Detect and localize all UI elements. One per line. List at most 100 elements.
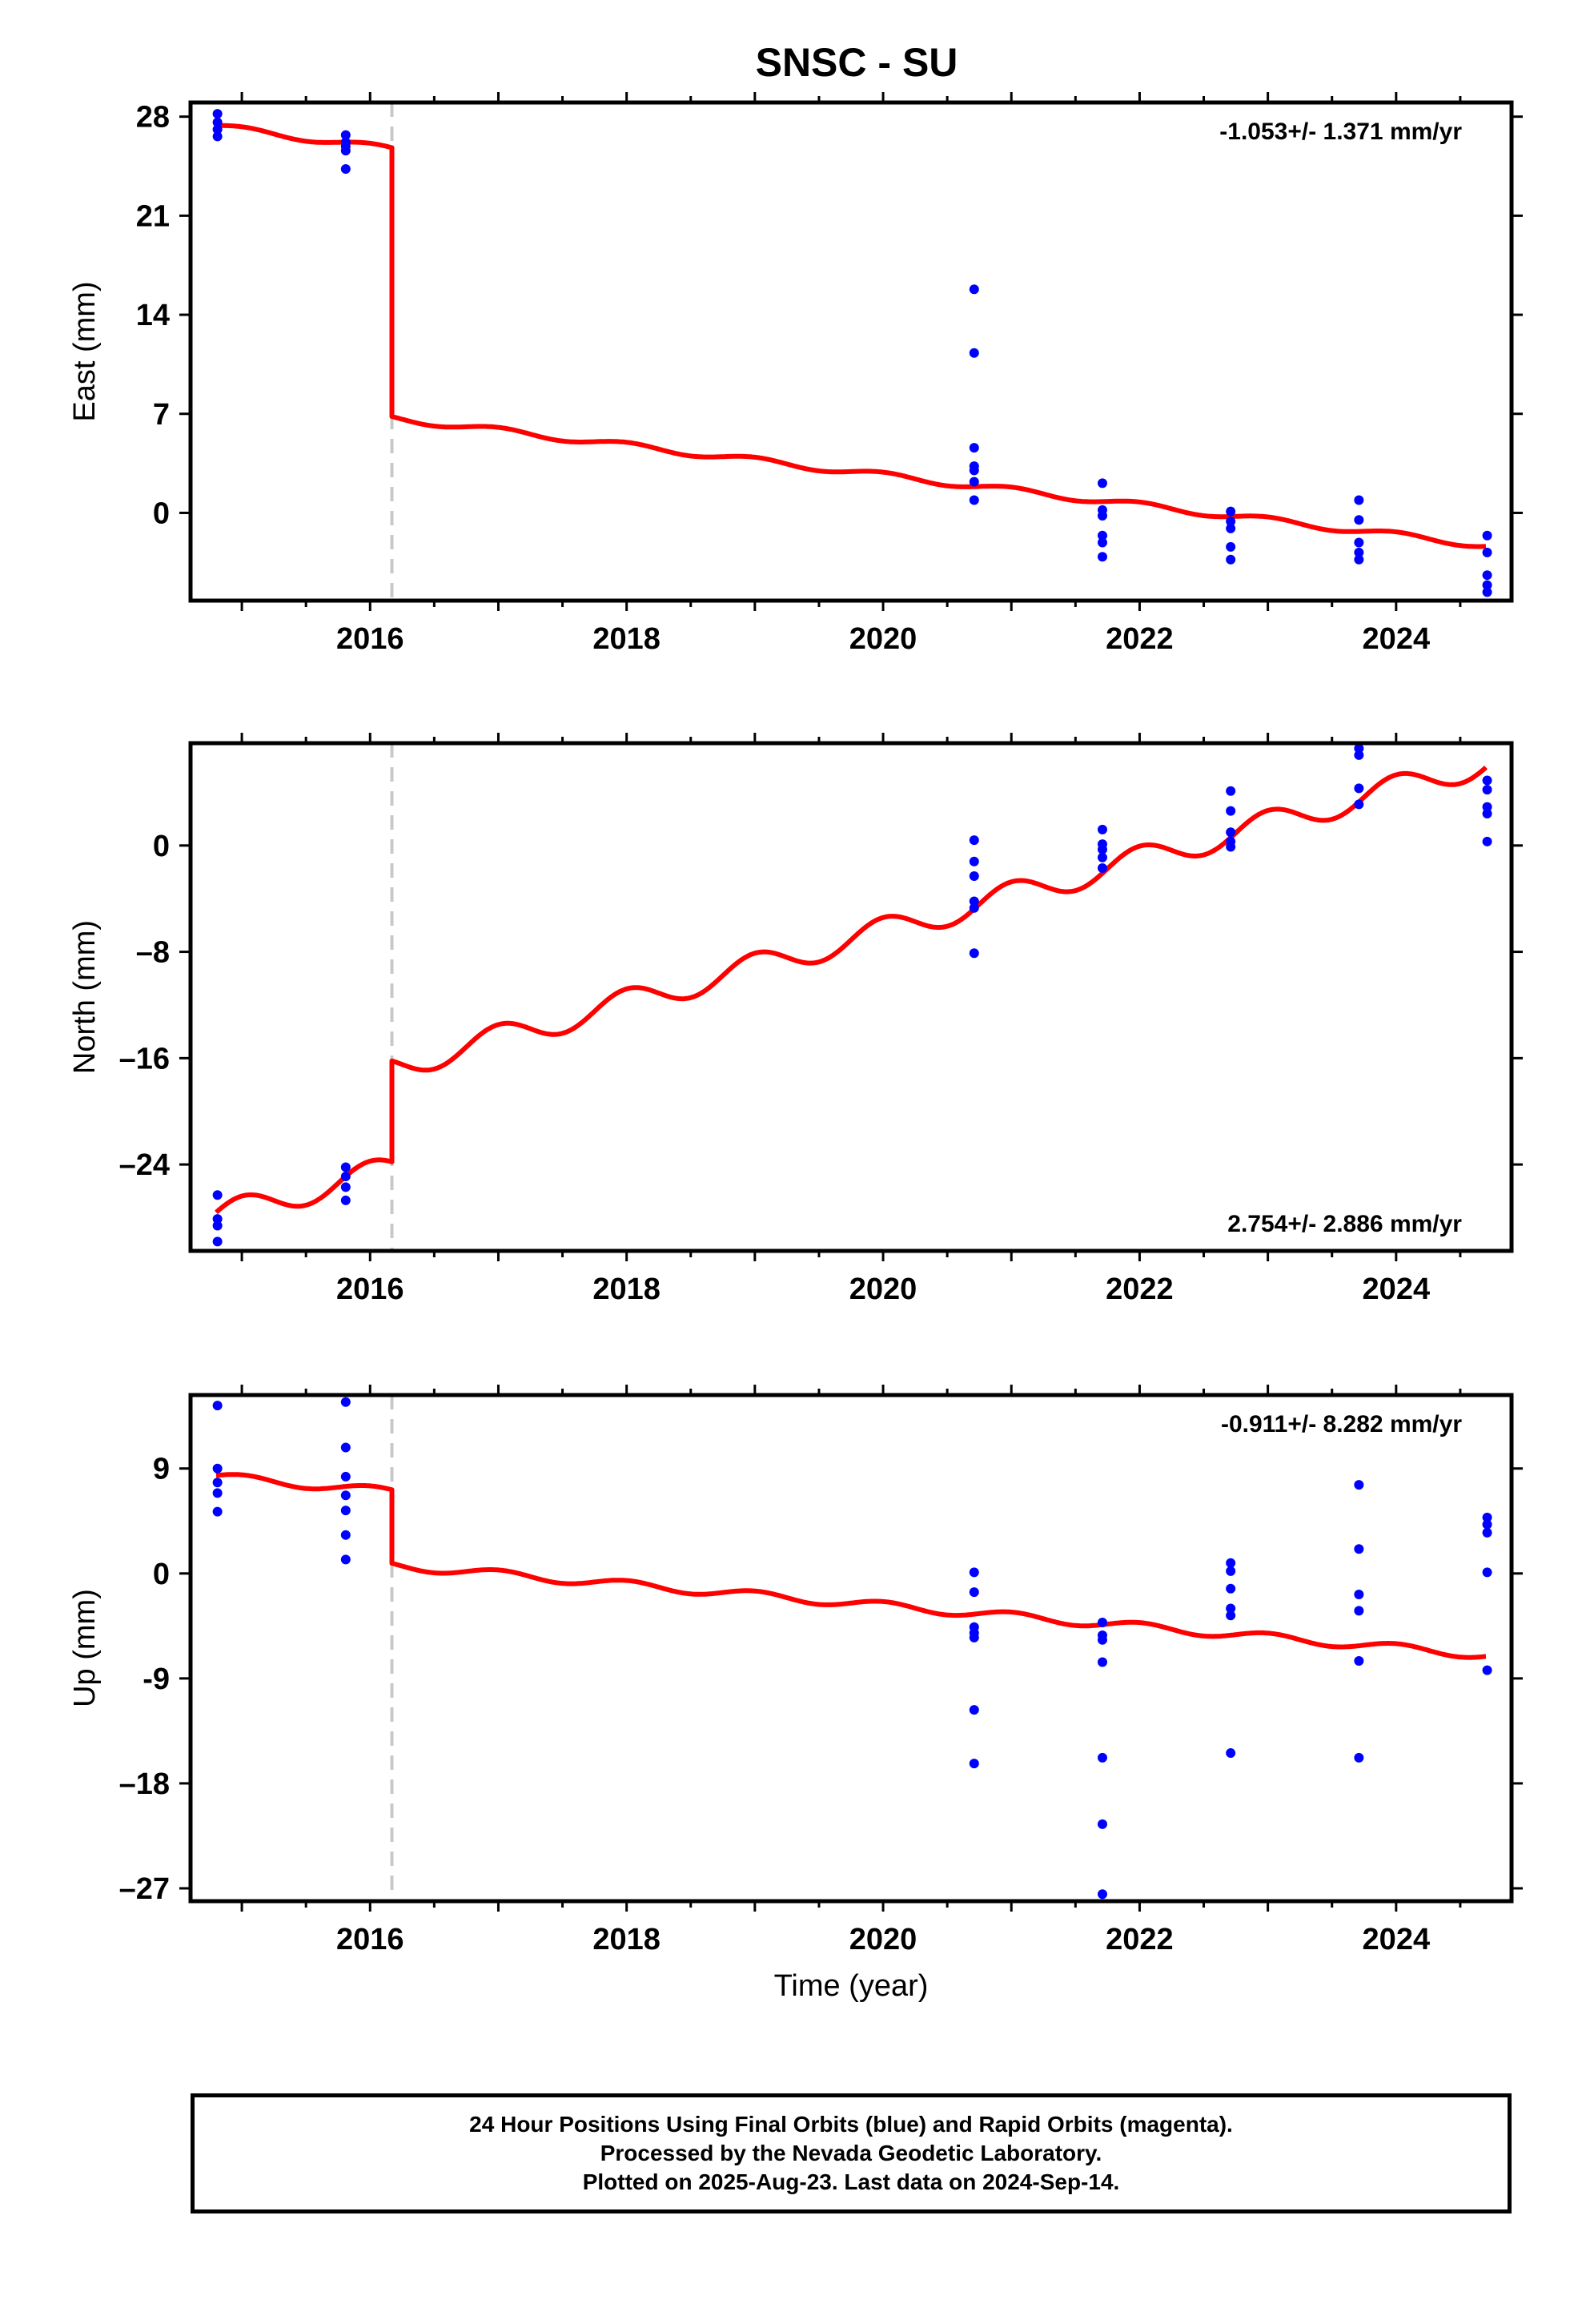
data-point [1354, 1480, 1364, 1490]
data-point [1482, 547, 1492, 557]
data-point [1482, 808, 1492, 818]
caption-line-1: 24 Hour Positions Using Final Orbits (bl… [469, 2112, 1233, 2137]
data-point [1354, 750, 1364, 760]
data-point [1482, 570, 1492, 581]
data-point [1354, 1544, 1364, 1554]
data-point [340, 1530, 351, 1540]
y-tick-label: -9 [143, 1663, 170, 1696]
x-tick-label: 2018 [592, 622, 661, 656]
data-point [1354, 799, 1364, 810]
x-tick-label: 2024 [1363, 622, 1431, 656]
data-point [969, 476, 979, 487]
caption-box: 24 Hour Positions Using Final Orbits (bl… [191, 2093, 1512, 2213]
model-curve [215, 1472, 1488, 1660]
data-point [969, 896, 979, 907]
data-point [969, 1705, 979, 1715]
panels-group: 2016 2018 2020 2022 2024 0 7 14 21 28 East (mm) -1.… [68, 92, 1523, 1956]
data-point [1482, 1527, 1492, 1538]
panel-frame [188, 1393, 1514, 1904]
y-axis-label: North (mm) [68, 920, 102, 1074]
panel-up: 2016 2018 2020 2022 2024 –27 –18 -9 0 9 Up (mm) -0.… [68, 1385, 1523, 1956]
data-point [969, 348, 979, 358]
data-point [340, 164, 351, 175]
x-tick-label: 2024 [1363, 1273, 1431, 1306]
chart-title: SNSC - SU [756, 40, 958, 85]
data-point [1354, 495, 1364, 505]
data-point [969, 465, 979, 476]
data-point [340, 1442, 351, 1453]
data-point [969, 903, 979, 913]
data-point [1226, 1558, 1236, 1568]
data-point [212, 131, 223, 142]
y-tick-label: –16 [119, 1042, 170, 1076]
data-point [340, 141, 351, 151]
x-tick-label: 2022 [1106, 622, 1174, 656]
data-point [340, 1554, 351, 1565]
data-point [212, 1220, 223, 1231]
data-point [1482, 1519, 1492, 1530]
y-tick-label: –24 [119, 1148, 170, 1182]
x-tick-label: 2020 [849, 1923, 917, 1956]
data-point [1226, 541, 1236, 552]
x-tick-label: 2016 [336, 1273, 404, 1306]
caption-line-2: Processed by the Nevada Geodetic Laborat… [600, 2141, 1102, 2165]
data-point [1097, 1819, 1107, 1829]
data-point [340, 1162, 351, 1172]
data-point [1226, 1566, 1236, 1576]
data-point [1097, 852, 1107, 862]
data-point [1354, 554, 1364, 565]
data-point [969, 443, 979, 453]
data-point [1482, 1665, 1492, 1675]
data-point [1482, 836, 1492, 846]
data-point [1354, 537, 1364, 548]
data-point [1097, 1634, 1107, 1645]
panel-frame [188, 100, 1514, 603]
x-tick-label: 2016 [336, 622, 404, 656]
data-point [1226, 1583, 1236, 1594]
data-point [1482, 1512, 1492, 1522]
data-point [969, 835, 979, 846]
data-point [1354, 515, 1364, 525]
x-tick-label: 2020 [849, 622, 917, 656]
rate-label: 2.754+/- 2.886 mm/yr [1227, 1211, 1462, 1237]
panel-north: 2016 2018 2020 2022 2024 –24 –16 –8 0 North (mm) 2… [68, 733, 1523, 1306]
y-tick-label: 0 [153, 830, 170, 863]
y-tick-label: 0 [153, 497, 170, 530]
data-point [1226, 554, 1236, 565]
x-tick-label: 2020 [849, 1273, 917, 1306]
data-point [1097, 552, 1107, 562]
data-point [1354, 1606, 1364, 1616]
data-point [1226, 806, 1236, 816]
data-point [1097, 478, 1107, 489]
data-point [212, 109, 223, 119]
y-tick-label: 14 [136, 299, 170, 332]
x-tick-label: 2024 [1363, 1923, 1431, 1956]
data-point [340, 1490, 351, 1501]
y-tick-label: –8 [136, 936, 170, 970]
data-point [340, 1195, 351, 1205]
data-point [1097, 844, 1107, 854]
data-point [340, 1182, 351, 1192]
data-point [1097, 530, 1107, 541]
data-point [1354, 783, 1364, 794]
data-point [1482, 587, 1492, 597]
data-point [1226, 517, 1236, 527]
data-point [212, 1236, 223, 1247]
data-point [1226, 1610, 1236, 1621]
data-point [969, 1567, 979, 1578]
data-point [969, 284, 979, 295]
data-point [212, 117, 223, 127]
data-point [1482, 785, 1492, 795]
data-point [1097, 537, 1107, 548]
model-curve [215, 766, 1488, 1215]
data-point [340, 1506, 351, 1516]
data-point [1354, 547, 1364, 557]
data-point [1226, 506, 1236, 517]
data-point [212, 1401, 223, 1411]
data-point [212, 1214, 223, 1224]
panel-frame [188, 741, 1514, 1253]
model-curve [215, 123, 1488, 549]
data-point [1097, 510, 1107, 521]
data-point [212, 1488, 223, 1498]
x-tick-label: 2022 [1106, 1273, 1174, 1306]
